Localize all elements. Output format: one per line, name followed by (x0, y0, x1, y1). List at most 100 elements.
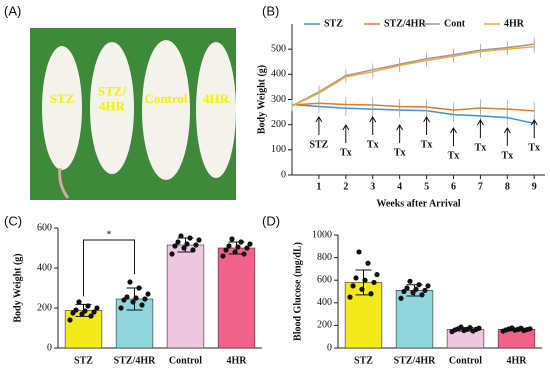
data-point (223, 247, 229, 253)
x-tick-label: 6 (451, 181, 456, 192)
series-line (291, 103, 535, 125)
arrow (450, 127, 457, 146)
data-point (190, 247, 196, 253)
data-point (67, 317, 73, 323)
x-tick-label: 4HR (227, 355, 248, 366)
x-tick-label: 4 (397, 181, 402, 192)
legend-label: 4HR (504, 18, 525, 29)
x-tick-label: 5 (424, 181, 429, 192)
data-point (374, 271, 380, 278)
error-bar (406, 284, 423, 297)
rat (90, 42, 134, 174)
data-point (226, 243, 232, 249)
y-tick-label: 200 (271, 119, 286, 130)
data-point (353, 275, 359, 281)
x-tick-label: STZ (74, 355, 93, 366)
annotation: Tx (421, 139, 433, 150)
error-bar (126, 287, 143, 311)
y-tick-label: 300 (271, 94, 286, 105)
x-tick-label: 8 (505, 181, 510, 192)
data-point (118, 305, 124, 311)
y-tick-label: 400 (271, 69, 286, 80)
error-bar (355, 269, 372, 296)
data-point (419, 292, 425, 298)
y-tick-label: 600 (37, 222, 52, 233)
x-axis-title: Weeks after Arrival (376, 198, 460, 209)
data-point (476, 325, 482, 331)
x-tick-label: STZ/4HR (114, 355, 156, 366)
data-point (127, 279, 133, 285)
x-tick-label: Control (449, 355, 482, 366)
panel-label: (B) (262, 3, 279, 18)
data-point (94, 305, 100, 311)
arrow (369, 116, 377, 135)
data-point (458, 324, 464, 330)
error-bar (75, 303, 92, 317)
data-point (196, 237, 202, 243)
legend-label: Cont (444, 18, 466, 29)
data-point (175, 239, 181, 245)
rats (42, 40, 236, 180)
x-tick-label: STZ/4HR (394, 355, 436, 366)
x-tick-label: 9 (532, 181, 537, 192)
data-point (172, 243, 178, 249)
significance-bracket (83, 239, 135, 297)
y-axis-title: Body Weight (g) (256, 65, 267, 134)
arrow (342, 124, 350, 143)
y-tick-label: 200 (317, 320, 332, 331)
data-point (407, 278, 413, 284)
panel-label: (C) (4, 213, 22, 228)
rat-label: Control (144, 91, 187, 106)
data-point (247, 241, 253, 247)
x-tick-label: STZ (354, 355, 373, 366)
rat-label: 4HR (203, 91, 230, 106)
annotation: Tx (340, 147, 352, 158)
data-point (347, 294, 353, 300)
data-point (73, 307, 79, 313)
annotation: Tx (367, 139, 379, 150)
y-tick-label: 0 (281, 169, 286, 180)
rat-label: 4HR (99, 98, 126, 113)
y-tick-label: 600 (317, 274, 332, 285)
error-bar (177, 237, 194, 253)
data-point (371, 279, 377, 286)
x-tick-label: 3 (370, 181, 375, 192)
data-point (76, 299, 82, 305)
error-bar (508, 327, 525, 332)
arrow (503, 127, 511, 146)
arrow (476, 119, 484, 138)
data-point (422, 287, 428, 293)
y-axis-title: Body Weight (g) (12, 253, 23, 322)
significance-label: * (107, 229, 112, 240)
x-tick-label: 2 (343, 181, 348, 192)
rat-tail (58, 167, 70, 199)
data-point (401, 288, 407, 295)
legend-label: STZ/4HR (384, 18, 426, 29)
annotation: Tx (394, 147, 406, 158)
y-tick-label: 0 (47, 342, 52, 353)
series-line (291, 45, 535, 107)
arrow (315, 116, 323, 135)
x-tick-label: Control (169, 355, 202, 366)
data-point (404, 285, 410, 291)
panel-label: (A) (4, 3, 21, 18)
data-point (91, 309, 97, 315)
data-point (425, 283, 431, 289)
series-line (291, 43, 535, 107)
data-point (124, 294, 130, 300)
annotation: Tx (448, 150, 460, 161)
y-tick-label: 400 (37, 262, 52, 273)
annotation: Tx (501, 150, 513, 161)
annotation: Tx (475, 142, 487, 153)
data-point (193, 242, 199, 248)
legend-label: STZ (324, 18, 343, 29)
data-point (365, 260, 371, 266)
y-tick-label: 500 (271, 43, 286, 54)
rat-label: STZ/ (98, 83, 127, 98)
y-tick-label: 200 (37, 302, 52, 313)
data-point (178, 233, 184, 239)
error-bar (457, 327, 474, 332)
rat (196, 42, 236, 178)
x-tick-label: 4HR (507, 355, 528, 366)
